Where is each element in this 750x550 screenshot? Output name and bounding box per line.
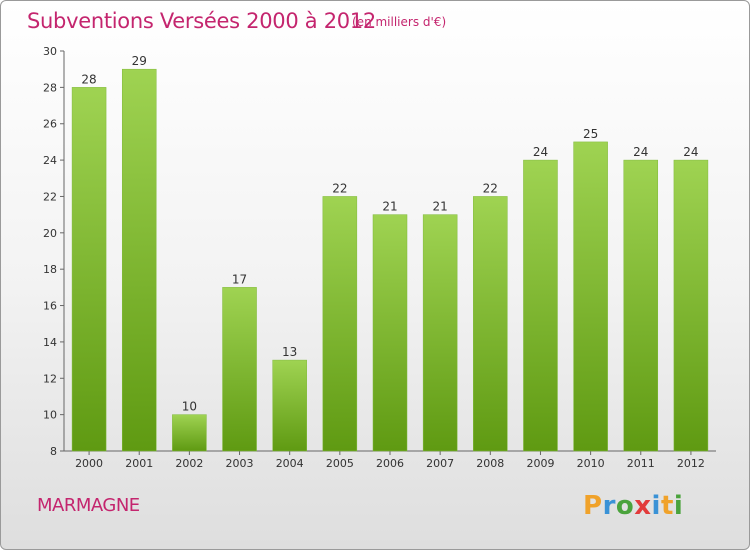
x-tick-label-2005: 2005	[326, 457, 354, 470]
logo-letter: x	[634, 491, 652, 521]
data-label-2004: 13	[282, 345, 297, 359]
x-tick-label-2004: 2004	[276, 457, 304, 470]
x-tick-label-2008: 2008	[476, 457, 504, 470]
bar-2001	[121, 68, 157, 452]
y-tick-label: 26	[43, 118, 57, 131]
chart-title: Subventions Versées 2000 à 2012	[27, 9, 376, 33]
data-label-2012: 24	[683, 145, 698, 159]
logo-letter: t	[660, 491, 674, 521]
bar-2006	[372, 214, 408, 452]
x-tick-label-2000: 2000	[75, 457, 103, 470]
logo-letter: o	[615, 491, 635, 521]
x-tick-label-2010: 2010	[577, 457, 605, 470]
logo-letter: r	[602, 491, 616, 521]
bar-2005	[322, 196, 358, 452]
x-tick-label-2012: 2012	[677, 457, 705, 470]
bar-2003	[222, 287, 257, 452]
y-tick-label: 18	[43, 263, 57, 276]
data-label-2011: 24	[633, 145, 648, 159]
x-tick-label-2009: 2009	[526, 457, 554, 470]
bar-2000	[71, 87, 107, 452]
x-tick-label-2003: 2003	[226, 457, 254, 470]
x-tick-label-2006: 2006	[376, 457, 404, 470]
x-tick-label-2007: 2007	[426, 457, 454, 470]
y-tick-label: 22	[43, 190, 57, 203]
bar-2010	[573, 141, 608, 452]
logo-letter: i	[673, 491, 684, 521]
logo-letter: P	[583, 491, 603, 521]
data-label-2006: 21	[382, 200, 397, 214]
data-label-2003: 17	[232, 272, 247, 286]
bar-2011	[623, 159, 659, 452]
data-label-2005: 22	[332, 181, 347, 195]
data-label-2002: 10	[182, 400, 197, 414]
x-tick-label-2011: 2011	[627, 457, 655, 470]
data-label-2009: 24	[533, 145, 548, 159]
data-label-2008: 22	[483, 181, 498, 195]
y-tick-label: 30	[43, 45, 57, 58]
proxiti-logo: Proxiti	[583, 491, 683, 521]
chart-unit-label: (en milliers d'€)	[352, 15, 447, 29]
bar-2004	[272, 359, 307, 452]
data-label-2010: 25	[583, 127, 598, 141]
y-tick-label: 28	[43, 81, 57, 94]
data-label-2007: 21	[433, 200, 448, 214]
data-label-2001: 29	[132, 54, 147, 68]
y-tick-label: 10	[43, 409, 57, 422]
bar-2012	[673, 159, 709, 452]
x-tick-label-2002: 2002	[175, 457, 203, 470]
bar-2009	[523, 159, 558, 452]
y-tick-label: 24	[43, 154, 57, 167]
x-tick-label-2001: 2001	[125, 457, 153, 470]
y-tick-label: 8	[50, 445, 57, 458]
data-label-2000: 28	[81, 72, 96, 86]
commune-name: MARMAGNE	[37, 495, 140, 516]
bar-2008	[473, 196, 508, 452]
logo-letter: i	[651, 491, 661, 521]
bar-2002	[172, 414, 207, 452]
y-tick-label: 12	[43, 372, 57, 385]
y-tick-label: 14	[43, 336, 57, 349]
bar-2007	[422, 214, 458, 452]
y-tick-label: 20	[43, 227, 57, 240]
y-tick-label: 16	[43, 300, 57, 313]
